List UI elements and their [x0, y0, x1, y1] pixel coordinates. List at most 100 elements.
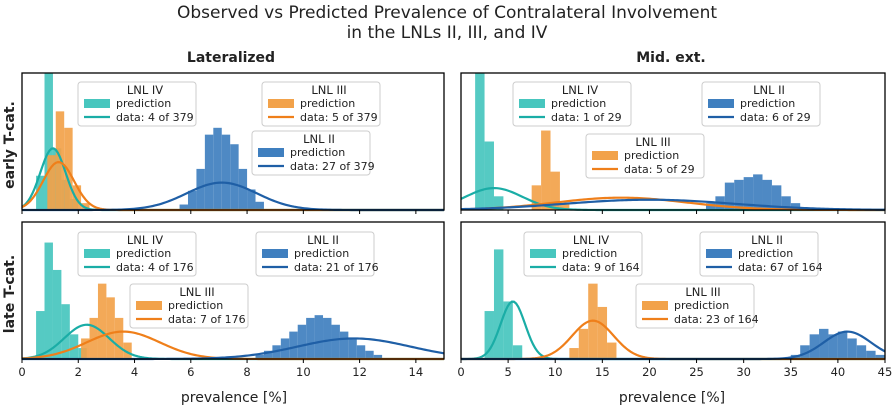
- hist-bar: [213, 127, 222, 210]
- hist-bar: [221, 134, 231, 210]
- x-tick-label: 10: [296, 365, 311, 379]
- x-tick-label: 6: [187, 365, 194, 379]
- legend-data-label: data: 9 of 164: [562, 261, 640, 274]
- col-title-lateralized: Lateralized: [187, 50, 275, 66]
- legend-box: [251, 130, 371, 176]
- legend-box: [701, 81, 821, 127]
- legend-data-label: data: 5 of 29: [624, 163, 695, 176]
- hist-bar: [493, 196, 504, 210]
- legend-hist-swatch: [84, 99, 110, 108]
- panel-frame: [21, 72, 445, 211]
- legend-data-label: data: 4 of 379: [116, 111, 194, 124]
- legend-title: LNL II: [307, 233, 339, 247]
- legend-title: LNL II: [303, 132, 335, 146]
- hist-bar: [255, 354, 264, 359]
- legend-box: [129, 283, 249, 329]
- hist-bar: [512, 345, 523, 359]
- legend-box: [255, 231, 375, 277]
- hist-bar: [743, 177, 754, 210]
- hist-bar: [762, 179, 772, 210]
- legend-data-label: data: 1 of 29: [551, 111, 622, 124]
- legend-prediction-label: prediction: [740, 97, 795, 110]
- hist-lnl-iii: [531, 130, 570, 210]
- hist-bar: [331, 324, 340, 359]
- legend-title: LNL III: [685, 285, 720, 299]
- legend-hist-swatch: [268, 99, 294, 108]
- hist-bar: [541, 130, 551, 210]
- legend-title: LNL III: [311, 83, 346, 97]
- hist-bar: [187, 190, 197, 210]
- legend-title: LNL IV: [127, 83, 163, 97]
- hist-bar: [61, 304, 70, 359]
- hist-bar: [771, 185, 782, 210]
- x-tick-label: 40: [831, 365, 846, 379]
- hist-bar: [36, 311, 45, 359]
- x-tick-label: 10: [548, 365, 563, 379]
- legend-prediction-label: prediction: [674, 299, 729, 312]
- hist-bar: [339, 331, 349, 359]
- legend-box: [261, 81, 381, 127]
- hist-bar: [247, 189, 256, 210]
- hist-bar: [819, 328, 829, 359]
- legend-hist-swatch: [519, 99, 545, 108]
- row-title-early: early T-cat.: [2, 101, 18, 189]
- hist-bar: [47, 155, 56, 210]
- hist-bar: [569, 348, 579, 359]
- hist-bar: [475, 73, 485, 210]
- hist-bar: [123, 342, 132, 359]
- panel-frame: [21, 221, 445, 360]
- hist-bar: [866, 350, 876, 359]
- legend-hist-swatch: [706, 249, 732, 258]
- panel-frame: [460, 221, 886, 360]
- hist-bar: [875, 354, 885, 359]
- x-tick-label: 45: [878, 365, 893, 379]
- hist-lnl-iii: [81, 283, 132, 359]
- x-tick-label: 0: [18, 365, 25, 379]
- legend-box: [77, 231, 197, 277]
- hist-bar: [734, 179, 744, 210]
- legend-box: [585, 133, 705, 179]
- hist-bar: [847, 338, 857, 359]
- hist-bar: [493, 249, 504, 359]
- legend-title: LNL II: [753, 83, 785, 97]
- hist-bar: [365, 350, 374, 359]
- legend-hist-swatch: [84, 249, 110, 258]
- hist-bar: [36, 175, 45, 210]
- hist-bar: [607, 342, 617, 359]
- x-tick-label: 20: [642, 365, 657, 379]
- legend-prediction-label: prediction: [116, 97, 171, 110]
- x-tick-label: 8: [243, 365, 250, 379]
- legend-prediction-label: prediction: [738, 247, 793, 260]
- x-tick-label: 14: [409, 365, 424, 379]
- row-title-late: late T-cat.: [2, 255, 18, 333]
- legend-data-label: data: 23 of 164: [674, 313, 759, 326]
- hist-bar: [255, 201, 264, 210]
- xlabel-right: prevalence [%]: [619, 390, 725, 406]
- hist-bar: [44, 73, 53, 210]
- hist-bar: [531, 185, 542, 210]
- x-tick-label: 15: [595, 365, 610, 379]
- legend-title: LNL II: [751, 233, 783, 247]
- hist-bar: [356, 345, 366, 359]
- legend-title: LNL IV: [562, 83, 598, 97]
- legend-box: [523, 231, 643, 277]
- hist-bar: [800, 345, 810, 359]
- x-tick-label: 30: [736, 365, 751, 379]
- hist-bar: [314, 315, 324, 359]
- legend-prediction-label: prediction: [624, 149, 679, 162]
- legend-prediction-label: prediction: [551, 97, 606, 110]
- panel-frame: [460, 72, 886, 211]
- hist-bar: [753, 174, 763, 210]
- legend-hist-swatch: [530, 249, 556, 258]
- legend-title: LNL IV: [573, 233, 609, 247]
- figure-title-line1: Observed vs Predicted Prevalence of Cont…: [177, 3, 717, 23]
- legend-data-label: data: 6 of 29: [740, 111, 811, 124]
- hist-bar: [781, 196, 791, 210]
